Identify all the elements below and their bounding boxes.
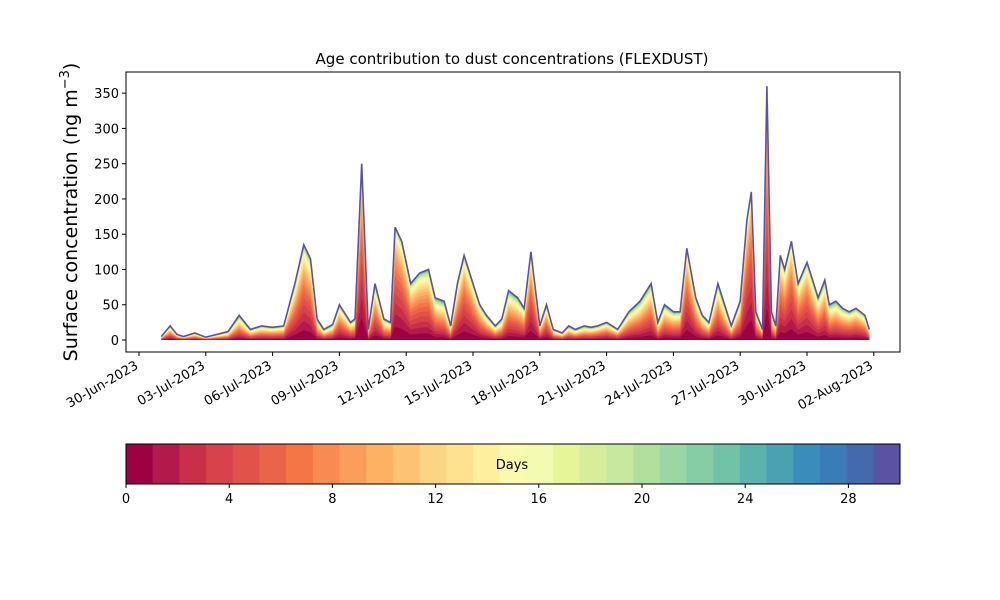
- colorbar-swatch-20: [659, 444, 687, 484]
- colorbar-tick-label: 12: [427, 492, 444, 507]
- colorbar-swatch-19: [633, 444, 661, 484]
- colorbar-swatch-26: [819, 444, 848, 484]
- colorbar-swatch-18: [606, 444, 634, 484]
- colorbar-swatch-17: [579, 444, 607, 484]
- colorbar-swatch-27: [846, 444, 874, 484]
- x-tick-label: 12-Jul-2023: [335, 358, 408, 409]
- colorbar-swatch-6: [286, 444, 314, 484]
- stacked-age-areas: [160, 86, 871, 341]
- y-axis-label: Surface concentration (ng m−3): [58, 63, 82, 362]
- colorbar-swatch-9: [366, 444, 394, 484]
- x-tick-label: 27-Jul-2023: [669, 358, 742, 409]
- chart-title: Age contribution to dust concentrations …: [316, 50, 709, 68]
- colorbar-swatch-25: [793, 444, 821, 484]
- colorbar-swatch-13: [472, 444, 501, 484]
- colorbar-swatch-4: [232, 444, 260, 484]
- colorbar-ticks: 0 4 8 12 16 20 24 28: [122, 484, 857, 507]
- colorbar-swatch-22: [713, 444, 741, 484]
- colorbar-tick-label: 20: [634, 492, 651, 507]
- x-tick-label: 21-Jul-2023: [536, 358, 609, 409]
- y-tick-label: 150: [94, 228, 119, 243]
- x-tick-label: 18-Jul-2023: [469, 358, 542, 409]
- colorbar-swatch-5: [259, 444, 287, 484]
- x-tick-label: 03-Jul-2023: [135, 358, 208, 409]
- x-tick-label: 24-Jul-2023: [603, 358, 676, 409]
- colorbar: [125, 443, 901, 485]
- colorbar-swatch-10: [392, 444, 421, 484]
- colorbar-frame: [125, 443, 901, 485]
- plot-frame: [125, 71, 901, 353]
- colorbar-swatch-21: [686, 444, 714, 484]
- y-tick-label: 200: [94, 193, 119, 208]
- y-axis: 0 50 100 150 200 250 300 350: [94, 87, 126, 349]
- y-axis-label-main: Surface concentration (ng m: [60, 89, 82, 361]
- colorbar-tick-label: 4: [225, 492, 233, 507]
- colorbar-swatch-8: [339, 444, 367, 484]
- x-tick-label: 09-Jul-2023: [269, 358, 342, 409]
- colorbar-label: Days: [496, 458, 529, 473]
- colorbar-tick-label: 8: [328, 492, 336, 507]
- colorbar-swatch-16: [553, 444, 581, 484]
- colorbar-swatch-11: [419, 444, 447, 484]
- x-axis: 30-Jun-202303-Jul-202306-Jul-202309-Jul-…: [64, 352, 876, 414]
- y-tick-label: 100: [94, 263, 119, 278]
- y-tick-label: 350: [94, 87, 119, 102]
- colorbar-swatch-24: [766, 444, 794, 484]
- y-tick-label: 300: [94, 122, 119, 137]
- y-axis-label-close: ): [60, 63, 82, 70]
- colorbar-swatch-3: [206, 444, 234, 484]
- colorbar-swatch-0: [126, 444, 154, 484]
- colorbar-swatch-1: [152, 444, 180, 484]
- colorbar-swatch-7: [312, 444, 341, 484]
- colorbar-tick-label: 16: [531, 492, 548, 507]
- total-outline-line: [160, 86, 871, 339]
- colorbar-swatch-14: [499, 444, 527, 484]
- age-band-1: [161, 278, 870, 340]
- age-band-0: [161, 307, 870, 340]
- x-tick-label: 06-Jul-2023: [202, 358, 275, 409]
- colorbar-swatch-23: [739, 444, 768, 484]
- x-tick-label: 15-Jul-2023: [402, 358, 475, 409]
- colorbar-swatch-15: [526, 444, 554, 484]
- colorbar-swatch-28: [873, 444, 901, 484]
- y-tick-label: 0: [111, 334, 119, 349]
- colorbar-swatch-12: [446, 444, 474, 484]
- colorbar-tick-label: 28: [840, 492, 857, 507]
- x-tick-label: 02-Aug-2023: [795, 358, 875, 413]
- colorbar-tick-label: 0: [122, 492, 130, 507]
- x-tick-label: 30-Jun-2023: [64, 358, 141, 411]
- colorbar-tick-label: 24: [737, 492, 754, 507]
- y-axis-label-exponent: −3: [58, 70, 73, 89]
- colorbar-swatch-2: [179, 444, 207, 484]
- y-tick-label: 50: [102, 299, 119, 314]
- y-tick-label: 250: [94, 158, 119, 173]
